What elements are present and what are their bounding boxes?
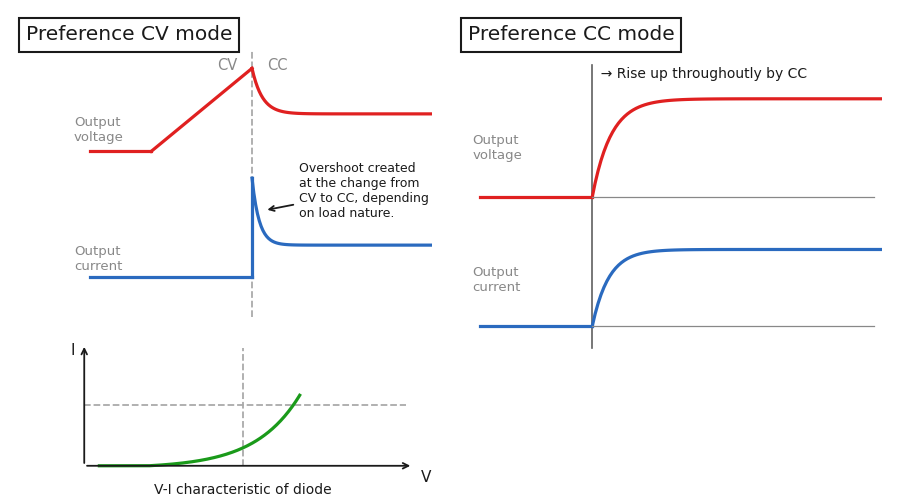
Text: Overshoot created
at the change from
CV to CC, depending
on load nature.: Overshoot created at the change from CV … bbox=[269, 162, 428, 220]
Text: → Rise up throughoutly by CC: → Rise up throughoutly by CC bbox=[592, 67, 807, 81]
Text: Output
voltage: Output voltage bbox=[472, 134, 522, 162]
Text: Preference CC mode: Preference CC mode bbox=[468, 25, 674, 45]
Text: Output
current: Output current bbox=[74, 245, 122, 272]
Text: I: I bbox=[70, 343, 76, 358]
Text: Output
current: Output current bbox=[472, 266, 520, 294]
Text: CV: CV bbox=[217, 58, 237, 72]
Text: Preference CV mode: Preference CV mode bbox=[25, 25, 232, 45]
Text: Output
voltage: Output voltage bbox=[74, 116, 123, 144]
Text: V: V bbox=[420, 470, 431, 485]
Text: CC: CC bbox=[267, 58, 287, 72]
Text: V-I characteristic of diode: V-I characteristic of diode bbox=[154, 484, 332, 496]
